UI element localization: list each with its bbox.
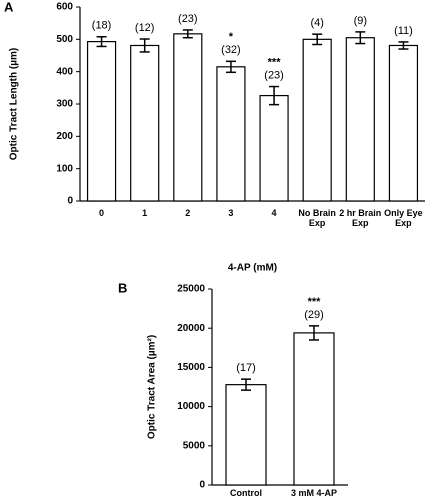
y-axis-label: Optic Tract Area (µm²)	[147, 335, 158, 439]
panel-label: B	[118, 280, 127, 295]
x-tick-label-box: Only Eye Exp	[384, 208, 423, 228]
x-tick-label-box: 4	[271, 208, 277, 218]
x-tick-label-box: 3 mM 4-AP	[290, 488, 337, 498]
y-tick-label: 25000	[177, 284, 205, 295]
significance-label: ***	[268, 56, 282, 68]
x-tick-label-box: 2 hr Brain Exp	[339, 208, 382, 228]
y-tick-label: 0	[199, 480, 205, 491]
y-tick-label: 300	[56, 99, 73, 110]
x-tick-label-box: 3	[228, 208, 234, 218]
bar	[216, 66, 246, 202]
y-tick-label: 100	[56, 163, 73, 174]
bar	[345, 37, 375, 202]
bar	[130, 44, 160, 202]
error-bar	[225, 60, 236, 74]
n-label: (11)	[394, 25, 413, 37]
significance-label: ***	[308, 296, 322, 308]
y-tick-label: 400	[56, 66, 73, 77]
y-tick-label: 15000	[177, 362, 205, 373]
y-tick-label: 200	[56, 131, 73, 142]
y-tick-label: 0	[67, 196, 73, 207]
x-axis-label: 4-AP (mM)	[228, 263, 277, 274]
x-tick-label: 2	[185, 208, 191, 218]
x-tick-label: 3	[228, 208, 234, 218]
error-bar	[96, 35, 107, 48]
error-bar	[309, 325, 319, 341]
bar	[173, 33, 203, 202]
x-tick-label-box: 1	[142, 208, 148, 218]
n-label: (23)	[264, 69, 284, 81]
error-bar	[398, 41, 409, 50]
x-tick-label: No Brain Exp	[298, 208, 336, 228]
x-tick-label: 1	[142, 208, 148, 218]
n-label: (17)	[236, 362, 256, 374]
error-bar	[139, 38, 150, 53]
bar	[293, 332, 335, 486]
y-tick-label: 600	[56, 2, 73, 13]
x-tick-label-box: Control	[230, 488, 262, 498]
bar	[388, 44, 419, 202]
n-label: (32)	[221, 44, 241, 56]
x-tick-label: 3 mM 4-AP	[290, 488, 337, 498]
n-label: (18)	[92, 20, 112, 32]
y-tick-label: 500	[56, 34, 73, 45]
error-bar	[312, 33, 323, 46]
n-label: (23)	[178, 13, 198, 25]
error-bar	[355, 31, 366, 45]
x-tick-label: 2 hr Brain Exp	[339, 208, 382, 228]
x-tick-label: 4	[271, 208, 277, 218]
y-axis-label: Optic Tract Length (µm)	[9, 48, 20, 160]
x-tick-label-box: 0	[99, 208, 105, 218]
panel-label: A	[4, 0, 14, 14]
bar	[225, 384, 267, 486]
x-tick-label-box: No Brain Exp	[298, 208, 336, 228]
error-bar	[182, 29, 193, 39]
n-label: (12)	[135, 22, 155, 34]
bar	[302, 38, 332, 202]
n-label: (4)	[310, 17, 323, 29]
bar	[86, 40, 117, 202]
n-label: (9)	[354, 15, 367, 27]
y-tick-label: 5000	[183, 440, 206, 451]
significance-label: *	[229, 31, 234, 43]
x-tick-label: Only Eye Exp	[384, 208, 423, 228]
x-tick-label: 0	[99, 208, 105, 218]
x-tick-label: Control	[230, 488, 262, 498]
error-bar	[241, 378, 251, 391]
bar	[259, 94, 289, 202]
y-tick-label: 10000	[177, 401, 205, 412]
error-bar	[269, 85, 280, 106]
n-label: (29)	[304, 309, 324, 321]
y-tick-label: 20000	[177, 323, 205, 334]
x-tick-label-box: 2	[185, 208, 191, 218]
